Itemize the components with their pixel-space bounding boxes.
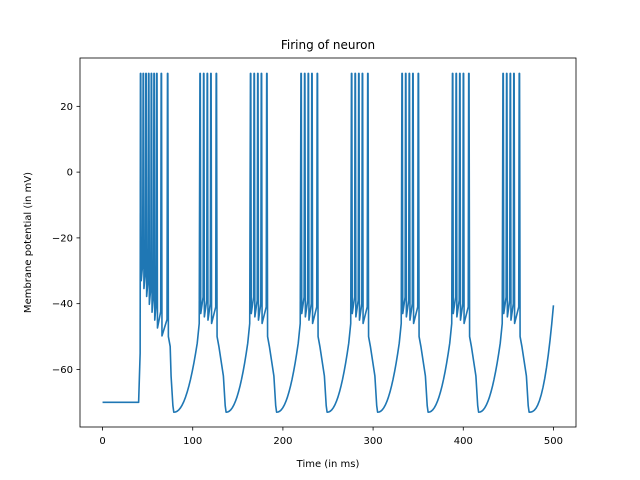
x-tick-label: 200 bbox=[273, 436, 292, 447]
x-tick-label: 300 bbox=[364, 436, 383, 447]
x-axis-label: Time (in ms) bbox=[296, 459, 360, 470]
chart-title: Firing of neuron bbox=[281, 38, 375, 52]
y-axis-label: Membrane potential (in mV) bbox=[23, 172, 34, 313]
x-tick-label: 500 bbox=[544, 436, 563, 447]
x-tick-label: 100 bbox=[183, 436, 202, 447]
x-axis: 0 100 200 300 400 500 bbox=[99, 427, 563, 447]
y-tick-label: 20 bbox=[60, 102, 73, 113]
plot-area: 0 100 200 300 400 500 −60 −40 −20 0 20 bbox=[52, 57, 577, 447]
series-layer bbox=[102, 72, 555, 413]
membrane-potential-line bbox=[102, 72, 555, 413]
y-tick-label: −20 bbox=[52, 233, 73, 244]
x-tick-label: 0 bbox=[99, 436, 105, 447]
y-tick-label: −60 bbox=[52, 365, 73, 376]
x-tick-label: 400 bbox=[454, 436, 473, 447]
y-tick-label: −40 bbox=[52, 299, 73, 310]
y-axis: −60 −40 −20 0 20 bbox=[52, 102, 80, 376]
plot-background bbox=[80, 58, 576, 427]
plot-frame bbox=[79, 57, 577, 428]
y-tick-label: 0 bbox=[67, 168, 73, 179]
